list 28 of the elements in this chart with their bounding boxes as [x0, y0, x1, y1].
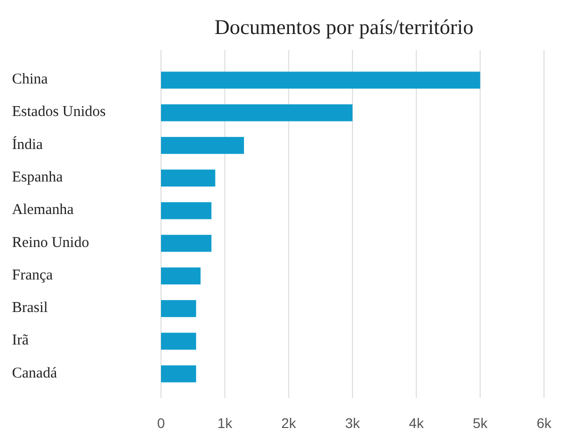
y-tick-label: Espanha	[12, 169, 64, 186]
bar	[161, 202, 212, 220]
y-tick-label: Alemanha	[12, 202, 74, 218]
bar	[161, 300, 196, 318]
bar	[161, 136, 244, 154]
y-tick-label: China	[12, 72, 48, 88]
y-tick-label: Estados Unidos	[12, 104, 106, 120]
chart-title: Documentos por país/território	[214, 15, 474, 39]
bar	[161, 365, 196, 382]
x-tick-label: 1k	[217, 415, 234, 431]
bar	[161, 267, 201, 284]
bar	[161, 72, 480, 89]
x-tick-label: 0	[157, 415, 166, 431]
y-tick-label: Irã	[12, 332, 29, 349]
x-tick-label: 3k	[345, 415, 361, 431]
x-tick-label: 6k	[536, 415, 552, 431]
y-tick-label: Índia	[12, 136, 44, 153]
x-tick-label: 5k	[472, 415, 489, 431]
y-tick-label: Reino Unido	[12, 234, 90, 251]
y-tick-label: França	[12, 267, 54, 284]
bar	[161, 170, 216, 187]
bar	[161, 234, 212, 252]
y-tick-label: Canadá	[12, 365, 58, 382]
bar	[161, 332, 196, 350]
y-tick-label: Brasil	[12, 300, 48, 316]
bar	[161, 104, 352, 122]
x-tick-label: 2k	[281, 415, 298, 431]
x-tick-label: 4k	[408, 415, 425, 431]
